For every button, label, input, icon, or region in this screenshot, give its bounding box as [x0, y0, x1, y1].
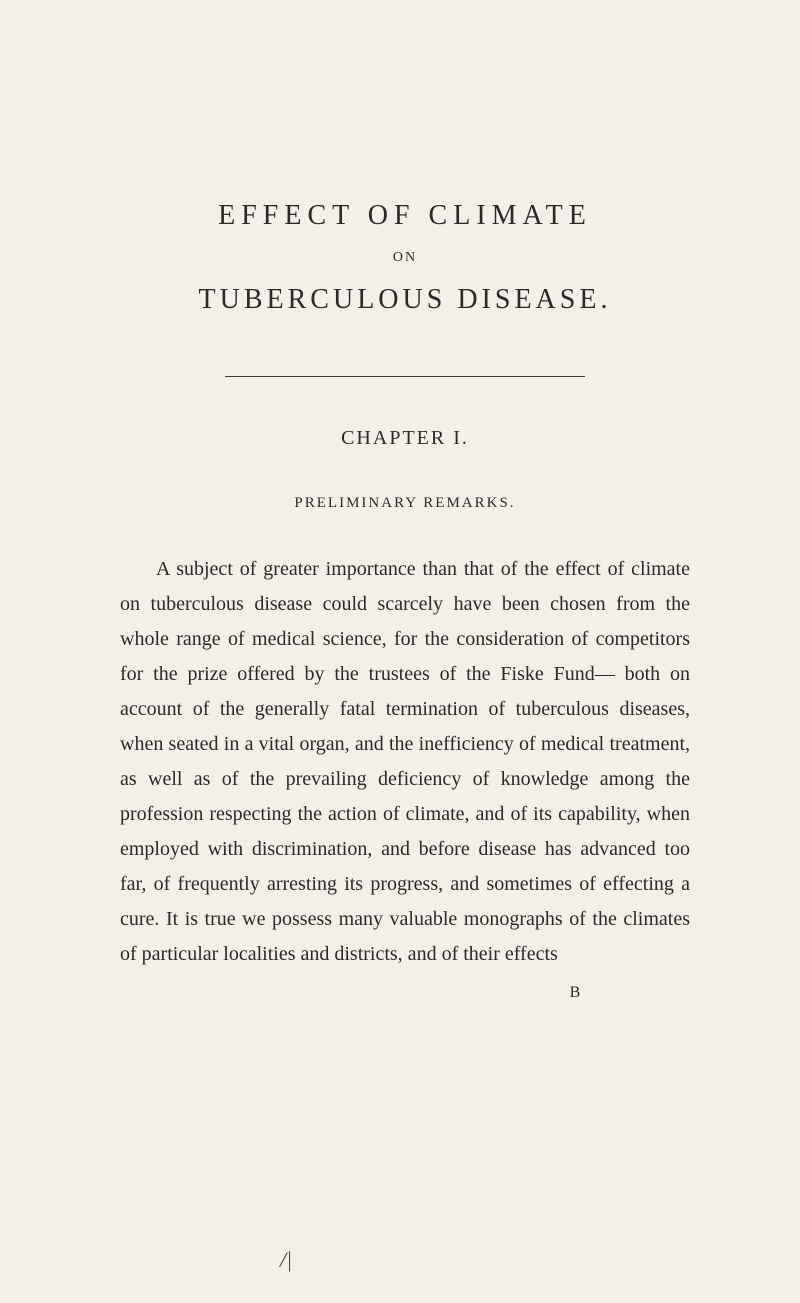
- signature-mark: B: [120, 984, 690, 1002]
- handwritten-mark: /|: [280, 1247, 292, 1273]
- section-heading: PRELIMINARY REMARKS.: [120, 495, 690, 512]
- body-paragraph: A subject of greater importance than tha…: [120, 552, 690, 972]
- chapter-label: CHAPTER I.: [120, 427, 690, 450]
- title-connector: ON: [120, 250, 690, 266]
- document-page: EFFECT OF CLIMATE ON TUBERCULOUS DISEASE…: [0, 0, 800, 1062]
- sub-title: TUBERCULOUS DISEASE.: [120, 284, 690, 316]
- horizontal-rule: [225, 376, 585, 377]
- main-title: EFFECT OF CLIMATE: [120, 200, 690, 232]
